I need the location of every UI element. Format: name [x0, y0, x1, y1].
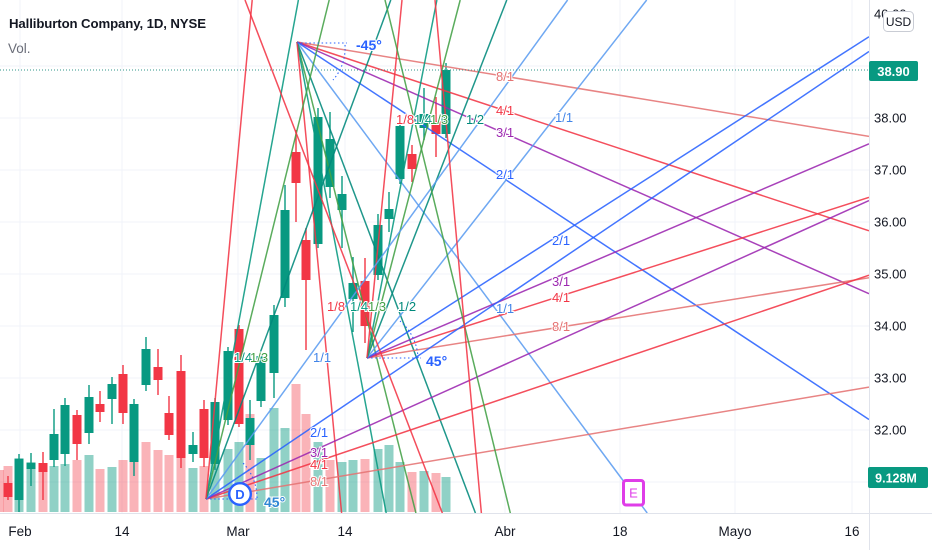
svg-text:Abr: Abr: [494, 524, 516, 539]
svg-text:4/1: 4/1: [310, 457, 328, 472]
svg-text:2/1: 2/1: [552, 233, 570, 248]
svg-text:45°: 45°: [426, 353, 447, 369]
svg-text:Mayo: Mayo: [718, 524, 751, 539]
svg-text:3/1: 3/1: [496, 125, 514, 140]
svg-text:4/1: 4/1: [496, 103, 514, 118]
svg-text:16: 16: [844, 524, 859, 539]
svg-text:18: 18: [612, 524, 627, 539]
svg-text:36.00: 36.00: [874, 215, 907, 230]
svg-text:1/8: 1/8: [327, 299, 345, 314]
svg-text:14: 14: [114, 524, 130, 539]
svg-text:34.00: 34.00: [874, 319, 907, 334]
svg-text:3/1: 3/1: [552, 274, 570, 289]
svg-text:1/3: 1/3: [250, 350, 268, 365]
svg-text:8/1: 8/1: [310, 474, 328, 489]
svg-text:1/3: 1/3: [368, 299, 386, 314]
svg-text:1/8: 1/8: [396, 112, 414, 127]
svg-text:USD: USD: [886, 15, 912, 29]
svg-text:Halliburton Company, 1D, NYSE: Halliburton Company, 1D, NYSE: [9, 16, 206, 31]
svg-text:1/4: 1/4: [414, 112, 432, 127]
svg-text:-45°: -45°: [356, 37, 382, 53]
svg-text:D: D: [235, 487, 244, 502]
svg-text:37.00: 37.00: [874, 163, 907, 178]
svg-text:1/4: 1/4: [350, 299, 368, 314]
svg-text:8/1: 8/1: [552, 319, 570, 334]
svg-text:9.128M: 9.128M: [875, 472, 917, 486]
svg-text:2/1: 2/1: [496, 167, 514, 182]
svg-text:8/1: 8/1: [496, 69, 514, 84]
svg-text:32.00: 32.00: [874, 423, 907, 438]
svg-text:1/1: 1/1: [496, 301, 514, 316]
svg-text:1/4: 1/4: [234, 350, 252, 365]
svg-text:Vol.: Vol.: [8, 41, 31, 56]
svg-text:1/3: 1/3: [430, 112, 448, 127]
svg-text:1/1: 1/1: [313, 350, 331, 365]
svg-text:1/2: 1/2: [398, 299, 416, 314]
svg-text:2/1: 2/1: [310, 425, 328, 440]
svg-text:E: E: [629, 486, 638, 501]
svg-text:14: 14: [337, 524, 353, 539]
svg-text:45°: 45°: [264, 494, 285, 510]
svg-text:38.90: 38.90: [877, 64, 910, 79]
svg-text:1/1: 1/1: [555, 110, 573, 125]
svg-text:Mar: Mar: [226, 524, 250, 539]
svg-text:35.00: 35.00: [874, 267, 907, 282]
svg-text:1/2: 1/2: [466, 112, 484, 127]
svg-text:4/1: 4/1: [552, 290, 570, 305]
svg-text:38.00: 38.00: [874, 111, 907, 126]
svg-text:Feb: Feb: [8, 524, 31, 539]
svg-text:3/1: 3/1: [310, 445, 328, 460]
svg-text:33.00: 33.00: [874, 371, 907, 386]
